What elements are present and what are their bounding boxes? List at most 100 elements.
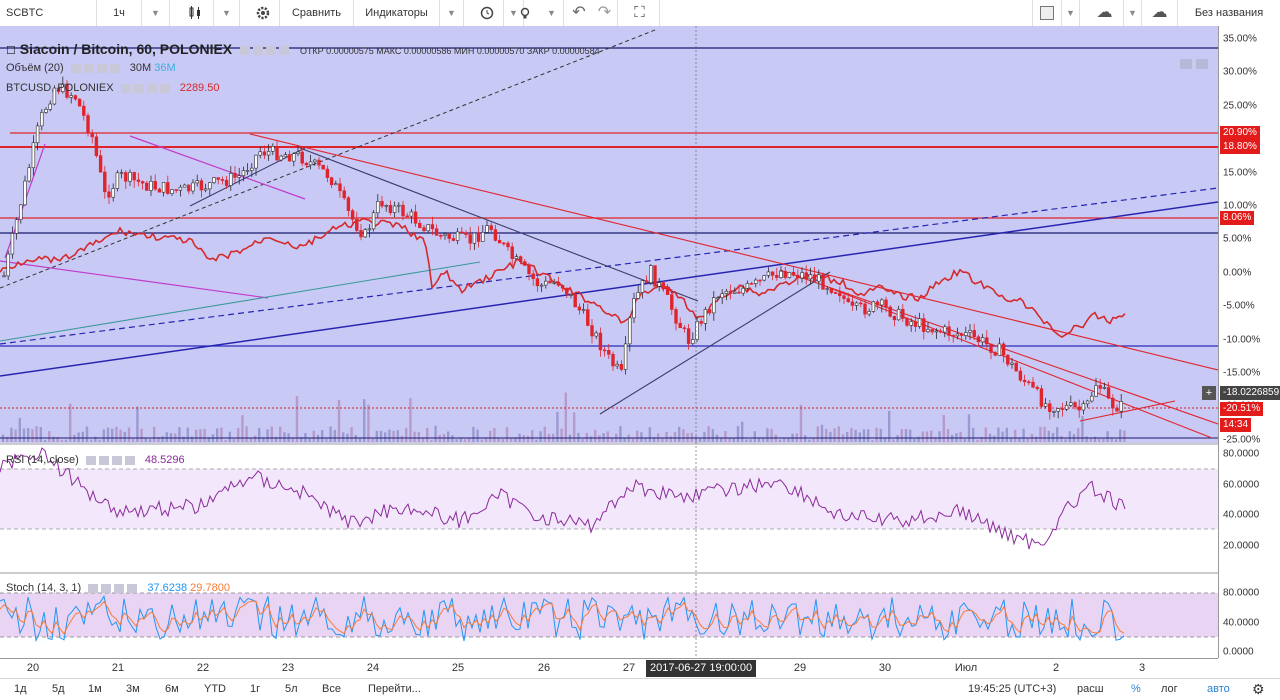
candle-body bbox=[884, 299, 888, 308]
volume-bar bbox=[463, 439, 467, 442]
range-button[interactable]: 1м bbox=[88, 683, 102, 695]
range-button[interactable]: 3м bbox=[126, 683, 140, 695]
trendline-red-triangle[interactable] bbox=[1079, 400, 1176, 422]
alert-dropdown[interactable]: ▼ bbox=[504, 0, 524, 26]
volume-bar bbox=[132, 438, 135, 442]
range-button[interactable]: YTD bbox=[204, 683, 226, 695]
add-alert-plus-icon[interactable]: + bbox=[1202, 386, 1216, 400]
load-layout-button[interactable]: ☁ bbox=[1086, 0, 1124, 26]
volume-bar bbox=[993, 435, 996, 442]
indicators-dropdown[interactable]: ▼ bbox=[440, 0, 464, 26]
candle-body bbox=[447, 233, 451, 239]
gear-icon[interactable]: ⚙ bbox=[1252, 681, 1265, 697]
price-tick-label: 25.00% bbox=[1223, 100, 1257, 112]
legend-buttons[interactable] bbox=[88, 583, 141, 593]
candle-body bbox=[712, 297, 716, 314]
price-axis[interactable]: 35.00%30.00%25.00%20.00%15.00%10.00%5.00… bbox=[1218, 26, 1280, 658]
load-layout-dropdown[interactable]: ▼ bbox=[1124, 0, 1142, 26]
chart-area[interactable]: ☐ Siacoin / Bitcoin, 60, POLONIEX ОТКР 0… bbox=[0, 26, 1280, 658]
trendline-navy[interactable] bbox=[299, 147, 699, 302]
chart-style-button[interactable] bbox=[176, 0, 214, 26]
range-button[interactable]: 1г bbox=[250, 683, 261, 695]
legend-buttons[interactable] bbox=[70, 63, 123, 73]
undo-button[interactable]: ↶ bbox=[566, 0, 592, 26]
volume-bar bbox=[14, 429, 17, 442]
volume-bar bbox=[564, 392, 567, 442]
symbol-search[interactable]: SCBTC bbox=[0, 0, 97, 26]
save-layout-button[interactable]: ☁ bbox=[1142, 0, 1178, 26]
time-axis[interactable]: 20 21 22 23 24 25 26 27 29 30 Июл 2 3 2017-06-27 19:… bbox=[0, 658, 1218, 679]
scale-mode-button[interactable]: авто bbox=[1207, 683, 1230, 695]
color-theme-dropdown[interactable]: ▼ bbox=[1062, 0, 1080, 26]
chart-style-dropdown[interactable]: ▼ bbox=[214, 0, 240, 26]
chart-canvas[interactable] bbox=[0, 26, 1218, 658]
volume-bar bbox=[850, 427, 853, 442]
trendline-red-lower[interactable] bbox=[829, 287, 1213, 439]
redo-button[interactable]: ↷ bbox=[592, 0, 618, 26]
candle-body bbox=[800, 272, 804, 279]
candle-body bbox=[896, 308, 901, 321]
gear-icon bbox=[256, 6, 269, 20]
lightbulb-icon bbox=[520, 7, 530, 19]
rsi-band bbox=[0, 469, 1218, 529]
volume-bar bbox=[963, 438, 966, 442]
goto-date-button[interactable]: Перейти... bbox=[368, 683, 421, 695]
trendline-navy-small[interactable] bbox=[189, 147, 306, 207]
scale-mode-button[interactable]: лог bbox=[1161, 683, 1178, 695]
trendline-red-long[interactable] bbox=[249, 133, 1218, 371]
fullscreen-button[interactable]: ⛶ bbox=[620, 0, 660, 26]
range-button[interactable]: 5д bbox=[52, 683, 65, 695]
trendline-blue[interactable] bbox=[0, 201, 1218, 377]
candle-body bbox=[733, 291, 737, 294]
candle-body bbox=[535, 278, 540, 287]
range-button[interactable]: Все bbox=[322, 683, 341, 695]
candle-body bbox=[821, 274, 825, 290]
trendline-navy-up[interactable] bbox=[599, 271, 831, 415]
volume-bar bbox=[392, 430, 395, 442]
scale-mode-button[interactable]: % bbox=[1131, 683, 1141, 695]
volume-bar bbox=[648, 427, 651, 442]
candle-body bbox=[1031, 381, 1035, 388]
trendline-teal[interactable] bbox=[0, 261, 481, 342]
candle-body bbox=[808, 274, 813, 280]
alert-clock-icon bbox=[480, 6, 493, 20]
volume-bar bbox=[127, 427, 131, 442]
trendline-blue-dashed[interactable] bbox=[0, 187, 1218, 345]
volume-bar bbox=[295, 396, 299, 442]
range-button[interactable]: 1д bbox=[14, 683, 27, 695]
layout-name-button[interactable]: Без названия bbox=[1178, 0, 1280, 26]
collapse-icon[interactable]: ☐ bbox=[6, 45, 16, 57]
range-button[interactable]: 6м bbox=[165, 683, 179, 695]
range-button[interactable]: 5л bbox=[285, 683, 298, 695]
pane-controls[interactable] bbox=[1180, 59, 1210, 69]
volume-bar bbox=[543, 426, 546, 442]
alert-button[interactable] bbox=[470, 0, 504, 26]
price-tag-level-1: 20.90% bbox=[1220, 126, 1260, 140]
candle-body bbox=[48, 103, 52, 110]
settings-button[interactable] bbox=[246, 0, 280, 26]
replay-button[interactable] bbox=[510, 0, 540, 26]
interval-dropdown[interactable]: ▼ bbox=[142, 0, 170, 26]
volume-bar bbox=[1051, 432, 1055, 442]
trendline-magenta-lower[interactable] bbox=[0, 260, 269, 299]
indicators-button[interactable]: Индикаторы bbox=[354, 0, 440, 26]
candle-body bbox=[23, 180, 27, 206]
candle-body bbox=[1081, 403, 1086, 411]
compare-button[interactable]: Сравнить bbox=[280, 0, 354, 26]
cloud-download-icon: ☁ bbox=[1096, 4, 1113, 21]
volume-bar bbox=[10, 427, 13, 442]
trendline-magenta-upper[interactable] bbox=[129, 135, 306, 200]
candle-body bbox=[409, 211, 414, 217]
scale-mode-button[interactable]: расш bbox=[1077, 683, 1104, 695]
legend-buttons[interactable] bbox=[120, 83, 173, 93]
color-theme-button[interactable] bbox=[1032, 0, 1062, 26]
price-tick-label: 35.00% bbox=[1223, 33, 1257, 45]
candle-body bbox=[233, 173, 237, 178]
volume-bar bbox=[556, 411, 559, 442]
interval-selector[interactable]: 1ч bbox=[97, 0, 142, 26]
legend-buttons[interactable] bbox=[85, 455, 138, 465]
legend-buttons[interactable] bbox=[240, 45, 293, 55]
replay-dropdown[interactable]: ▼ bbox=[540, 0, 564, 26]
volume-bar bbox=[1060, 435, 1063, 442]
candle-body bbox=[560, 285, 565, 289]
